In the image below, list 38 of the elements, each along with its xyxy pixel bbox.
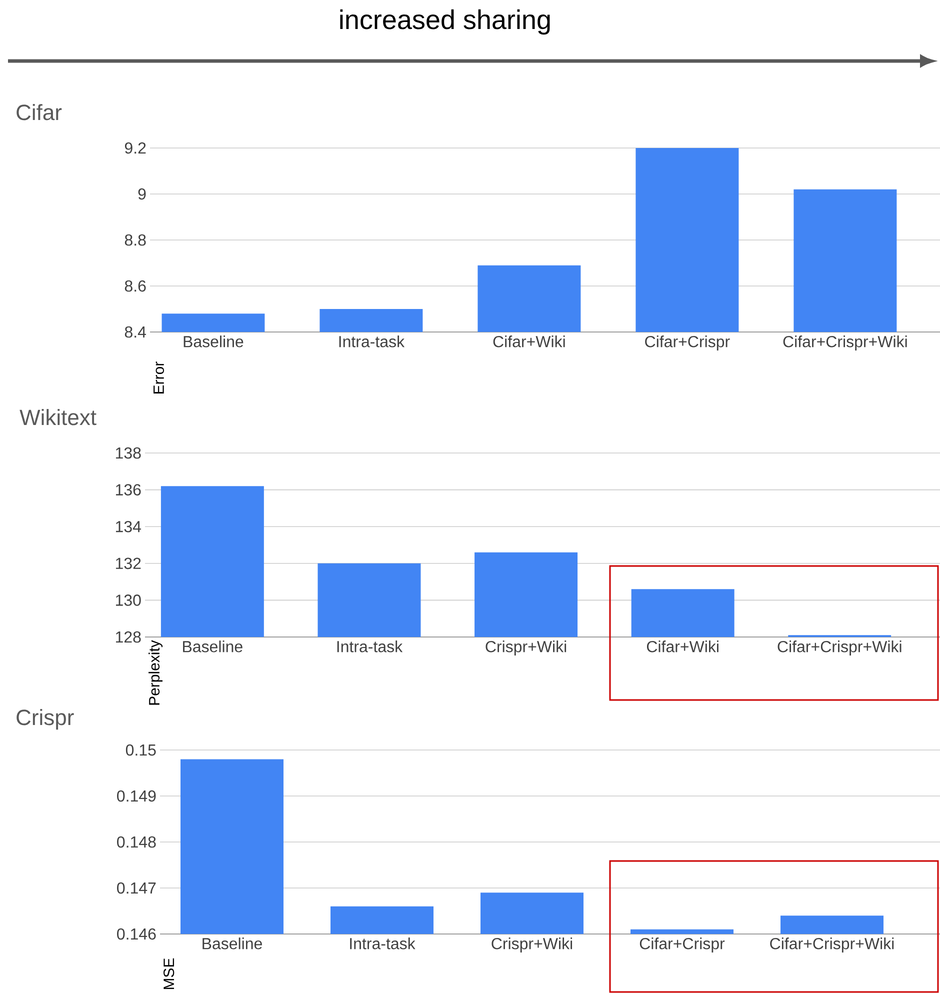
x-tick-label: Cifar+Wiki (646, 640, 718, 652)
y-tick-label: 8.6 (124, 280, 146, 292)
y-tick-label: 128 (116, 631, 141, 643)
y-tick-label: 130 (116, 594, 141, 606)
x-tick-label: Baseline (182, 640, 242, 652)
x-tick-label: Cifar+Crispr+Wiki (783, 336, 907, 350)
text: increased sharing (340, 9, 550, 35)
y-tick-label: 9.2 (124, 142, 146, 154)
x-tick-label: Baseline (184, 336, 243, 348)
x-tick-label: Cifar+Crispr (640, 938, 724, 952)
y-tick-label: 136 (116, 484, 141, 496)
x-tick-label: Baseline (202, 938, 262, 950)
y-tick-label: 9 (138, 188, 146, 200)
y-axis-title: Error (153, 362, 164, 394)
chart-title: Cifar (16, 104, 62, 120)
x-tick-label: Cifar+Crispr+Wiki (770, 938, 894, 952)
y-tick-label: 132 (116, 558, 140, 570)
x-tick-label: Intra-task (337, 640, 402, 652)
x-tick-label: Crispr+Wiki (492, 938, 572, 952)
y-tick-label: 8.8 (124, 234, 146, 246)
y-tick-label: 0.147 (116, 882, 156, 894)
y-axis-title: MSE (163, 958, 174, 990)
y-tick-label: 8.4 (124, 326, 146, 338)
y-tick-label: 0.149 (116, 790, 156, 802)
y-tick-label: 0.15 (126, 744, 156, 756)
y-axis-title: Perplexity (148, 640, 162, 705)
chart-title: Crispr (16, 709, 74, 730)
x-tick-label: Cifar+Wiki (493, 336, 565, 348)
y-tick-label: 134 (116, 520, 141, 532)
y-tick-label: 138 (116, 447, 141, 459)
x-tick-label: Intra-task (350, 938, 416, 950)
y-tick-label: 0.146 (116, 928, 156, 940)
x-tick-label: Cifar+Crispr (644, 336, 730, 350)
x-tick-label: Crispr+Wiki (486, 640, 566, 656)
x-tick-label: Cifar+Crispr+Wiki (778, 640, 902, 656)
y-tick-label: 0.148 (116, 836, 156, 848)
x-tick-label: Intra-task (339, 336, 404, 348)
chart-title: Wikitext (19, 409, 96, 426)
